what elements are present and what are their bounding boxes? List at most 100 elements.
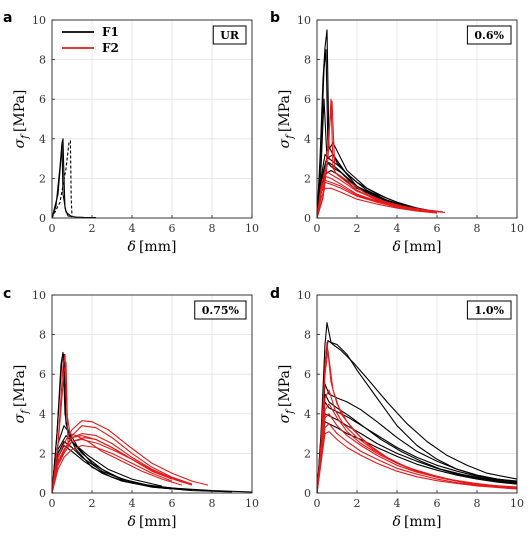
y-tick-label: 0 [39, 487, 46, 500]
series-line-f1 [51, 351, 253, 494]
x-tick-label: 10 [510, 497, 524, 510]
series-line-f2 [51, 438, 193, 494]
panel-letter: d [270, 286, 280, 302]
y-tick-label: 2 [304, 172, 311, 185]
series-line-f1 [51, 440, 193, 494]
series-line-f2 [316, 179, 418, 219]
y-tick-label: 8 [39, 329, 46, 342]
x-tick-label: 2 [89, 497, 96, 510]
y-tick-label: 2 [39, 447, 46, 460]
x-tick-label: 6 [434, 497, 441, 510]
x-axis-unit: [mm] [139, 239, 176, 255]
series-line-f2 [316, 187, 438, 219]
y-axis-unit: [MPa] [277, 365, 293, 407]
x-axis-label: δ [mm] [393, 239, 442, 255]
series-line-f2 [316, 403, 518, 494]
x-tick-label: 8 [209, 222, 216, 235]
y-tick-label: 2 [304, 447, 311, 460]
y-tick-label: 10 [32, 14, 46, 27]
y-tick-label: 8 [304, 54, 311, 67]
x-tick-label: 0 [314, 222, 321, 235]
x-tick-label: 4 [129, 222, 136, 235]
series-line-f1 [316, 413, 518, 494]
series-line-f1 [316, 421, 518, 494]
x-tick-label: 10 [245, 222, 259, 235]
series-line-f1 [51, 144, 73, 219]
x-axis-unit: [mm] [404, 514, 441, 530]
x-axis-symbol: δ [393, 514, 401, 530]
condition-label: 0.6% [474, 29, 504, 42]
x-tick-label: 2 [354, 222, 361, 235]
y-axis-subscript: f [20, 408, 31, 415]
x-axis-symbol: δ [128, 514, 136, 530]
series-line-f2 [51, 444, 173, 494]
y-tick-label: 0 [304, 212, 311, 225]
plot-frame [316, 19, 518, 219]
y-axis-subscript: f [285, 133, 296, 140]
x-tick-label: 8 [474, 497, 481, 510]
x-tick-label: 10 [510, 222, 524, 235]
y-tick-label: 0 [304, 487, 311, 500]
x-tick-label: 4 [394, 222, 401, 235]
legend-label-f2: F2 [102, 41, 119, 55]
panel-b: 0 2 4 6 8 10 0 2 4 6 8 10 δ [mm] σf[MPa] b 0.6% [270, 10, 524, 255]
panel-c: 0 2 4 6 8 10 0 2 4 6 8 10 δ [mm] σf[MPa] c 0.75% [3, 286, 259, 530]
x-axis-symbol: δ [128, 239, 136, 255]
x-tick-label: 6 [434, 222, 441, 235]
x-tick-label: 0 [49, 222, 56, 235]
x-tick-label: 6 [169, 497, 176, 510]
plot-frame [316, 294, 518, 494]
x-axis-label: δ [mm] [128, 239, 177, 255]
y-tick-label: 2 [39, 172, 46, 185]
x-tick-label: 8 [474, 222, 481, 235]
y-tick-label: 0 [39, 212, 46, 225]
y-axis-label: σf[MPa] [277, 90, 296, 149]
y-axis-subscript: f [20, 133, 31, 140]
y-axis-symbol: σ [12, 138, 28, 148]
y-axis-subscript: f [285, 408, 296, 415]
condition-label: UR [220, 29, 240, 42]
series-line-f2 [316, 175, 438, 219]
y-tick-label: 8 [39, 54, 46, 67]
condition-box [194, 300, 247, 320]
series-line-f2 [51, 420, 209, 494]
series-line-f1 [316, 160, 418, 219]
y-tick-label: 8 [304, 329, 311, 342]
x-tick-label: 6 [169, 222, 176, 235]
condition-label: 1.0% [474, 304, 504, 317]
plot-frame [51, 19, 253, 219]
series-line-f2 [316, 423, 518, 494]
panel-letter: b [270, 10, 280, 26]
y-tick-label: 6 [39, 368, 46, 381]
y-tick-label: 4 [39, 133, 46, 146]
x-axis-symbol: δ [393, 239, 401, 255]
y-tick-label: 6 [304, 368, 311, 381]
y-axis-unit: [MPa] [277, 90, 293, 132]
y-tick-label: 4 [304, 133, 311, 146]
x-tick-label: 10 [245, 497, 259, 510]
series-line-f2 [51, 437, 173, 494]
condition-label: 0.75% [202, 304, 240, 317]
series-line-f1 [316, 322, 518, 494]
series-line-f1 [51, 435, 163, 494]
y-axis-symbol: σ [12, 413, 28, 423]
x-tick-label: 0 [49, 497, 56, 510]
series-line-f2 [316, 431, 518, 494]
panel-letter: c [3, 286, 11, 302]
legend-label-f1: F1 [102, 25, 119, 39]
x-tick-label: 8 [209, 497, 216, 510]
series-line-f1 [316, 401, 518, 494]
y-axis-symbol: σ [277, 138, 293, 148]
condition-box [212, 25, 247, 45]
x-tick-label: 2 [354, 497, 361, 510]
x-axis-label: δ [mm] [393, 514, 442, 530]
series-line-f1 [316, 393, 518, 494]
series-line-f1 [316, 383, 518, 494]
x-axis-unit: [mm] [139, 514, 176, 530]
x-tick-label: 2 [89, 222, 96, 235]
series-line-f2 [51, 425, 193, 494]
y-tick-label: 4 [304, 408, 311, 421]
panel-d: 0 2 4 6 8 10 0 2 4 6 8 10 δ [mm] σf[MPa] d 1.0% [270, 286, 524, 530]
